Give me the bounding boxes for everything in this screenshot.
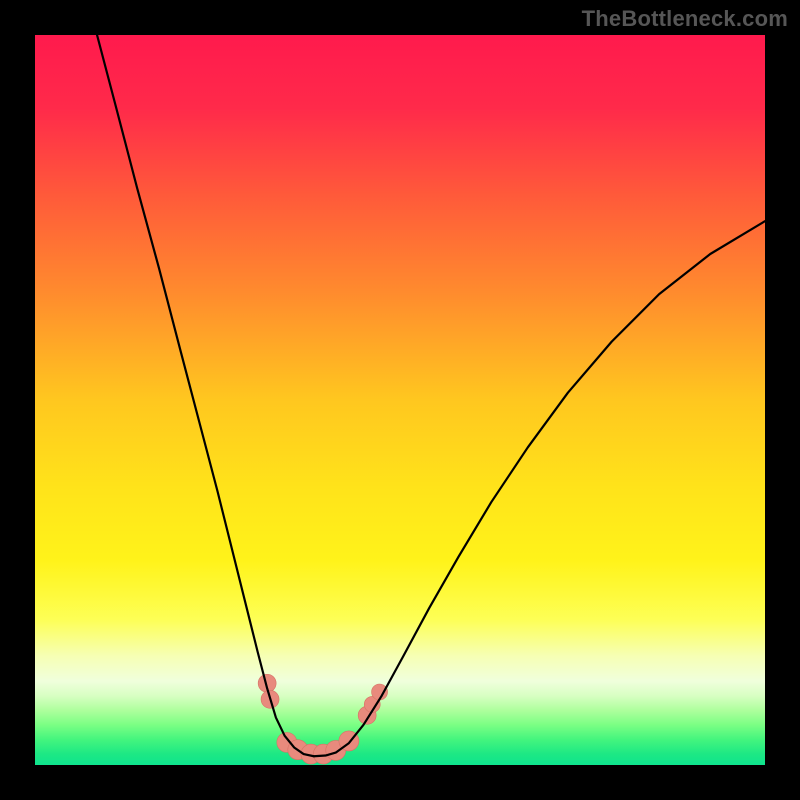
chart-frame: TheBottleneck.com: [0, 0, 800, 800]
watermark-label: TheBottleneck.com: [582, 6, 788, 32]
plot-area: [35, 35, 765, 765]
plot-background: [35, 35, 765, 765]
plot-svg: [35, 35, 765, 765]
